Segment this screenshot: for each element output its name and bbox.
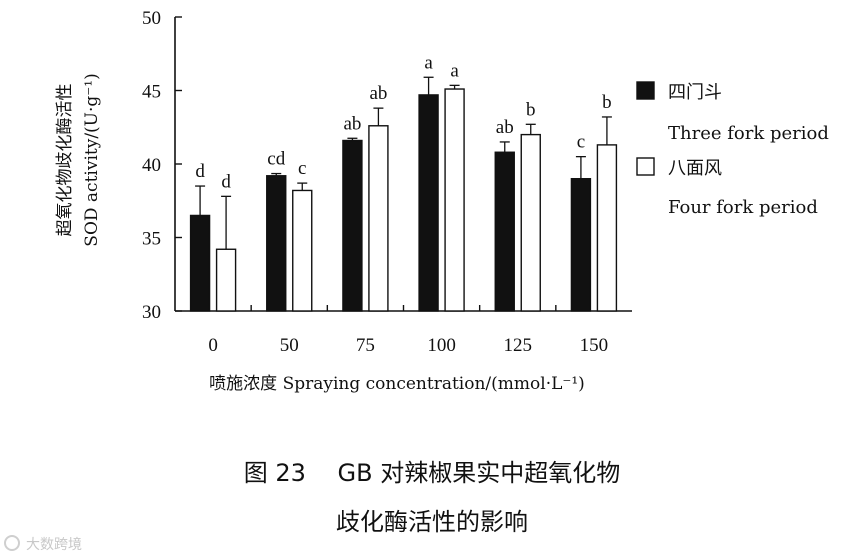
significance-label: c <box>298 158 306 179</box>
legend: 四门斗 Three fork period 八面风 Four fork peri… <box>636 81 829 218</box>
caption-line-2: 歧化酶活性的影响 <box>336 508 528 536</box>
watermark-text: 大数跨境 <box>26 537 82 553</box>
bar-three-fork <box>342 139 363 312</box>
significance-label: b <box>602 92 612 113</box>
y-tick-label: 30 <box>142 302 161 323</box>
y-tick-label: 50 <box>142 8 161 29</box>
bar-four-fork <box>444 88 465 312</box>
x-tick-label: 75 <box>356 335 375 356</box>
legend-label-en-2: Four fork period <box>668 197 818 218</box>
significance-label: c <box>577 132 585 153</box>
bar-four-fork <box>292 189 313 312</box>
bar-four-fork <box>520 133 541 312</box>
significance-label: a <box>424 52 433 73</box>
significance-label: a <box>450 60 459 81</box>
legend-label-en-1: Three fork period <box>668 123 829 144</box>
bar-four-fork <box>215 248 237 312</box>
watermark-logo-icon <box>4 535 20 551</box>
bar-four-fork <box>596 144 618 312</box>
significance-label: b <box>526 99 536 120</box>
x-axis-title: 喷施浓度 Spraying concentration/(mmol·L⁻¹) <box>209 374 585 394</box>
legend-label-zh-1: 四门斗 <box>668 82 722 103</box>
significance-label: cd <box>267 149 285 170</box>
y-tick-label: 35 <box>142 229 161 250</box>
bar-four-fork <box>368 125 389 312</box>
x-tick-label: 150 <box>580 335 609 356</box>
significance-label: ab <box>496 117 514 138</box>
legend-label-zh-2: 八面风 <box>668 158 722 179</box>
bar-three-fork <box>494 151 515 312</box>
legend-swatch-four-fork <box>636 157 655 176</box>
legend-swatch-three-fork <box>636 81 655 100</box>
y-axis-title-zh: 超氧化物歧化酶活性 <box>55 84 75 237</box>
x-tick-label: 50 <box>280 335 299 356</box>
bar-three-fork <box>418 94 439 312</box>
bar-three-fork <box>189 214 211 312</box>
y-tick-label: 40 <box>142 155 161 176</box>
caption-line-1: 图 23 GB 对辣椒果实中超氧化物 <box>244 459 621 487</box>
significance-label: ab <box>343 113 361 134</box>
x-tick-label: 0 <box>208 335 218 356</box>
x-tick-label: 125 <box>504 335 533 356</box>
significance-label: ab <box>369 83 387 104</box>
y-tick-label: 45 <box>142 82 161 103</box>
y-axis-title-en: SOD activity/(U·g⁻¹) <box>82 73 102 246</box>
significance-label: d <box>221 171 231 192</box>
significance-label: d <box>195 161 205 182</box>
x-tick-label: 100 <box>427 335 456 356</box>
bar-three-fork <box>570 177 592 312</box>
bar-three-fork <box>266 175 287 312</box>
